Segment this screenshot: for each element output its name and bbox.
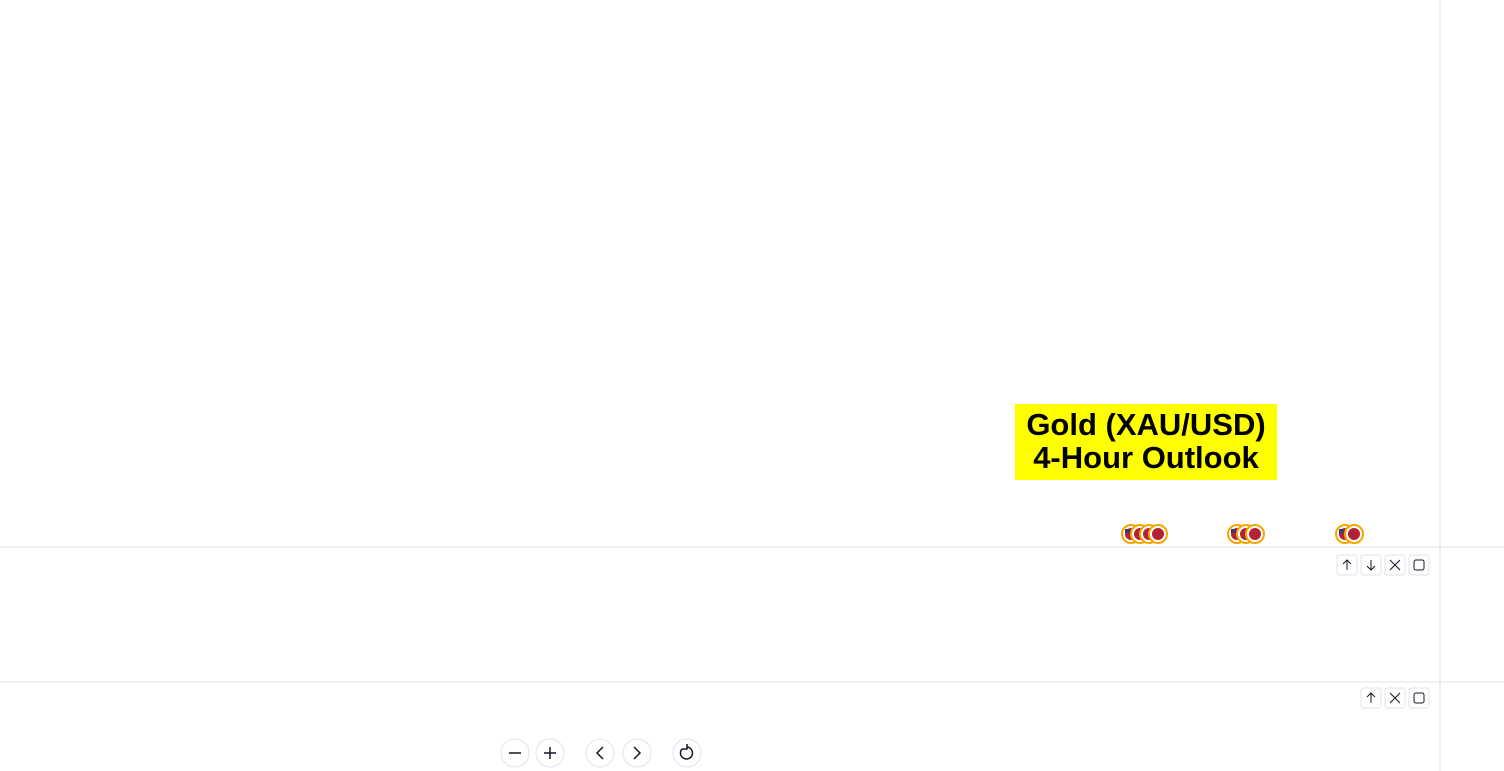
event-markers[interactable] xyxy=(1121,524,1364,544)
scroll-left-button[interactable] xyxy=(585,738,615,768)
move-down-button[interactable] xyxy=(1360,554,1382,576)
title-line: Gold (XAU/USD) xyxy=(1026,407,1265,442)
maximize-button[interactable] xyxy=(1408,554,1430,576)
zoom-out-button[interactable] xyxy=(500,738,530,768)
close-button[interactable] xyxy=(1384,554,1406,576)
stoch-pane-buttons xyxy=(1360,687,1430,709)
move-up-button[interactable] xyxy=(1360,687,1382,709)
title-background xyxy=(1015,404,1277,480)
maximize-button[interactable] xyxy=(1408,687,1430,709)
reset-button[interactable] xyxy=(672,738,702,768)
event-flag[interactable] xyxy=(1344,524,1364,544)
title-line: 4-Hour Outlook xyxy=(1033,440,1259,475)
zoom-toolbar xyxy=(500,738,702,768)
scroll-right-button[interactable] xyxy=(622,738,652,768)
event-flag[interactable] xyxy=(1245,524,1265,544)
title-box: Gold (XAU/USD) 4-Hour Outlook xyxy=(1015,404,1277,480)
rsi-pane-buttons xyxy=(1336,554,1430,576)
zoom-in-button[interactable] xyxy=(535,738,565,768)
move-up-button[interactable] xyxy=(1336,554,1358,576)
close-button[interactable] xyxy=(1384,687,1406,709)
event-flag[interactable] xyxy=(1148,524,1168,544)
